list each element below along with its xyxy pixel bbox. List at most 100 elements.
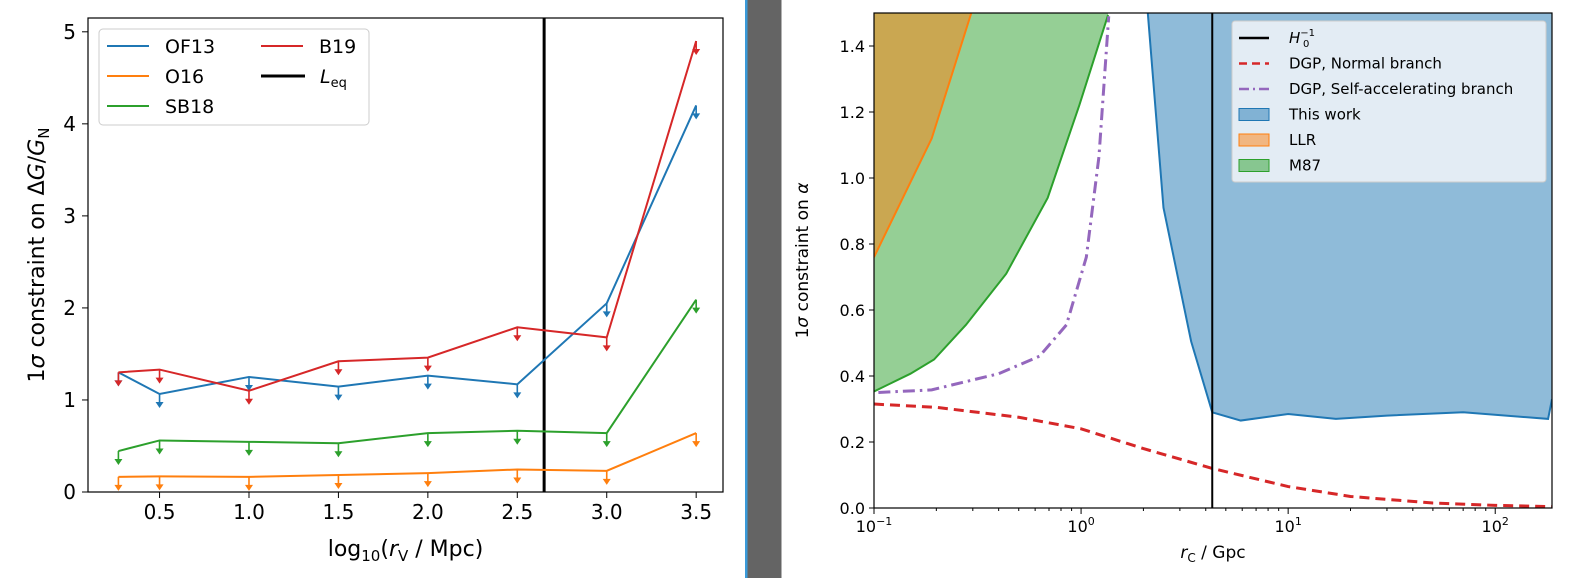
legend-h-symbol: H	[1289, 29, 1300, 47]
series-line-SB18	[118, 299, 697, 453]
upper-limit-arrow-SB18	[114, 451, 123, 466]
y-tick-label: 1.2	[840, 103, 865, 122]
upper-limit-arrow-B19	[513, 327, 522, 342]
upper-limit-arrow-SB18	[423, 433, 432, 448]
arrow-head	[423, 365, 432, 372]
arrow-head	[334, 482, 343, 489]
arrow-head	[692, 113, 701, 120]
upper-limit-arrow-SB18	[602, 433, 611, 448]
upper-limit-arrow-SB18	[244, 441, 253, 456]
legend-label-OF13: OF13	[165, 36, 215, 58]
x-tick-label: 102	[1482, 515, 1509, 536]
arrow-head	[513, 335, 522, 342]
xlabel-var: r	[1180, 543, 1188, 563]
series-line-OF13	[117, 105, 698, 396]
upper-limit-arrow-OF13	[334, 386, 343, 401]
ylabel-mid: constraint on Δ	[25, 180, 50, 354]
arrow-head	[602, 311, 611, 318]
tick-exponent: −1	[876, 515, 892, 528]
x-tick-label: 1.0	[233, 500, 265, 524]
x-tick-label: 10−1	[856, 515, 893, 536]
arrow-head	[155, 401, 164, 408]
x-tick-label: 1.5	[323, 500, 355, 524]
y-tick-label: 1	[63, 388, 76, 412]
x-tick-label: 100	[1067, 515, 1094, 536]
ylabel-sigma: σ	[793, 316, 813, 328]
fill-edge-m87	[874, 14, 1110, 393]
ylabel-g2-sub: N	[35, 128, 53, 139]
right-chart: 0.00.20.40.60.81.01.21.410−1 100 101 102H−1…	[793, 12, 1553, 565]
legend-sup: −1	[1300, 28, 1315, 39]
fill-edge-this-work	[1146, 13, 1552, 422]
upper-limit-arrow-B19	[423, 357, 432, 372]
divider-bar[interactable]	[747, 0, 782, 578]
legend-swatch-patch	[1238, 108, 1270, 121]
arrow-head	[423, 383, 432, 390]
ylabel-1: 1	[25, 368, 50, 382]
upper-limit-arrow-OF13	[155, 393, 164, 408]
series-line-O16	[118, 432, 697, 478]
upper-limit-arrow-B19	[602, 337, 611, 352]
upper-limit-arrow-O16	[155, 476, 164, 491]
arrow-head	[334, 394, 343, 401]
upper-limit-arrow-B19	[114, 372, 123, 387]
y-tick-label: 1.4	[840, 37, 865, 56]
y-tick-label: 4	[63, 112, 76, 136]
x-tick-label: 2.0	[412, 500, 444, 524]
x-axis-label: rC / Gpc	[1180, 543, 1245, 565]
arrow-head	[114, 484, 123, 491]
ylabel-1: 1	[793, 328, 813, 339]
arrow-head	[602, 441, 611, 448]
fill-edge-llr	[874, 13, 973, 258]
legend-label-O16: O16	[165, 66, 204, 88]
arrow-head	[602, 478, 611, 485]
tick-base: 10	[1274, 517, 1294, 536]
x-tick-label: 3.0	[591, 500, 623, 524]
left-chart: 0.5 1.0 1.5 2.0 2.5 3.0 3.5 0 1 2 3 4 5 OF13 O16 SB18 B1…	[25, 17, 724, 565]
legend-label-SB18: SB18	[165, 96, 214, 118]
legend-label: DGP, Normal branch	[1289, 55, 1442, 73]
upper-limit-arrow-SB18	[513, 430, 522, 445]
legend-label-B19: B19	[319, 36, 356, 58]
upper-limit-arrow-OF13	[244, 376, 253, 391]
ylabel-slash: /	[25, 155, 50, 163]
tick-exponent: 2	[1502, 515, 1509, 528]
plot-frame	[873, 12, 1553, 509]
arrow-head	[602, 345, 611, 352]
arrow-head	[114, 380, 123, 387]
arrow-head	[513, 392, 522, 399]
upper-limit-arrow-O16	[334, 474, 343, 489]
legend-label-leq: Leq	[320, 66, 347, 91]
y-axis-label: 1σ constraint on ΔG/GN	[25, 128, 53, 383]
x-axis-label: log10(rV / Mpc)	[328, 537, 484, 565]
arrow-head	[155, 484, 164, 491]
ylabel-g2: G	[25, 139, 50, 156]
legend-sub: 0	[1303, 39, 1309, 50]
y-tick-label: 0.8	[840, 235, 865, 254]
ylabel-g: G	[25, 163, 50, 180]
legend-label: DGP, Self-accelerating branch	[1289, 80, 1513, 98]
tick-base: 10	[856, 517, 876, 536]
xlabel-log: log	[328, 537, 362, 562]
arrow-head	[334, 451, 343, 458]
legend-swatch-patch	[1238, 159, 1270, 172]
y-tick-label: 0.2	[840, 433, 865, 452]
tick-base: 10	[1482, 517, 1502, 536]
y-tick-label: 0.4	[840, 367, 865, 386]
y-tick-label: 3	[63, 204, 76, 228]
leq-symbol: L	[320, 66, 331, 88]
legend-label: This work	[1288, 106, 1361, 124]
xlabel-open: (	[380, 537, 389, 562]
arrow-head	[692, 441, 701, 448]
xlabel-varsub: C	[1187, 551, 1195, 565]
y-tick-label: 0	[63, 480, 76, 504]
arrow-head	[513, 477, 522, 484]
upper-limit-arrow-SB18	[334, 443, 343, 458]
xlabel-post: / Mpc)	[408, 537, 483, 562]
arrow-head	[244, 484, 253, 491]
upper-limit-arrow-OF13	[423, 375, 432, 390]
x-tick-label: 3.5	[680, 500, 712, 524]
upper-limit-arrow-B19	[244, 390, 253, 405]
legend-swatch-patch	[1238, 133, 1270, 147]
